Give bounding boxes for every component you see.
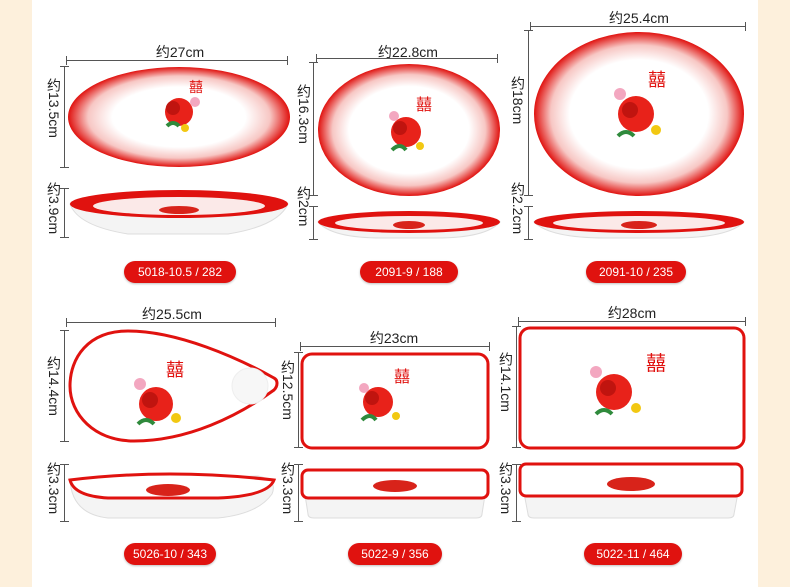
width-dimension-line	[530, 22, 746, 31]
width-label: 约25.4cm	[609, 10, 669, 26]
depth-dimension-line	[294, 352, 303, 448]
svg-text:囍: 囍	[189, 80, 203, 96]
depth-label: 约12.5cm	[280, 360, 296, 420]
depth-dimension-line	[524, 30, 533, 196]
width-label: 约22.8cm	[378, 44, 438, 60]
width-label: 约27cm	[155, 44, 205, 60]
depth-dimension-line	[60, 330, 69, 442]
svg-text:囍: 囍	[648, 70, 666, 91]
plate-top-view: 囍	[534, 32, 744, 196]
depth-label: 约14.4cm	[46, 356, 62, 416]
product-code-badge: 5022-11 / 464	[584, 543, 682, 565]
height-dimension-line	[294, 464, 303, 522]
width-dimension-line	[316, 54, 498, 63]
depth-dimension-line	[309, 62, 318, 196]
product-code-badge: 5018-10.5 / 282	[124, 261, 236, 283]
plate-top-view: 囍	[518, 326, 746, 450]
plate-side-view	[68, 472, 277, 519]
height-dimension-line	[524, 206, 533, 240]
height-label: 约3.9cm	[46, 182, 62, 235]
depth-dimension-line	[512, 326, 521, 448]
width-dimension-line	[518, 317, 746, 326]
product-code-badge: 2091-9 / 188	[360, 261, 458, 283]
plate-side-view	[532, 211, 746, 239]
width-dimension-line	[300, 342, 490, 351]
depth-dimension-line	[60, 66, 69, 168]
height-label: 约3.3cm	[498, 462, 514, 515]
plate-side-view	[518, 462, 744, 519]
width-label: 约23cm	[369, 330, 419, 346]
height-label: 约3.3cm	[280, 462, 296, 515]
height-dimension-line	[60, 188, 69, 238]
width-label: 约25.5cm	[142, 306, 202, 322]
height-label: 约3.3cm	[46, 462, 62, 515]
svg-text:囍: 囍	[416, 95, 432, 114]
plate-side-view	[69, 190, 289, 235]
depth-label: 约14.1cm	[498, 352, 514, 412]
svg-text:囍: 囍	[394, 367, 410, 386]
width-label: 约28cm	[607, 305, 657, 321]
plate-top-view: 囍	[68, 329, 279, 443]
height-dimension-line	[309, 206, 318, 240]
plate-top-view: 囍	[300, 352, 490, 450]
plate-top-view: 囍	[68, 67, 290, 167]
depth-label: 约18cm	[510, 76, 526, 125]
height-label: 约2.2cm	[510, 182, 526, 235]
height-label: 约2cm	[296, 186, 312, 227]
product-code-badge: 5022-9 / 356	[348, 543, 442, 565]
height-dimension-line	[512, 464, 521, 522]
plate-side-view	[317, 211, 501, 239]
depth-label: 约16.3cm	[296, 84, 312, 144]
svg-text:囍: 囍	[646, 351, 666, 375]
plate-side-view	[300, 468, 490, 519]
height-dimension-line	[60, 464, 69, 522]
width-dimension-line	[66, 56, 288, 65]
depth-label: 约13.5cm	[46, 78, 62, 138]
width-dimension-line	[66, 318, 276, 327]
product-code-badge: 5026-10 / 343	[124, 543, 216, 565]
svg-text:囍: 囍	[166, 360, 184, 381]
plate-top-view: 囍	[318, 64, 500, 196]
product-code-badge: 2091-10 / 235	[586, 261, 686, 283]
